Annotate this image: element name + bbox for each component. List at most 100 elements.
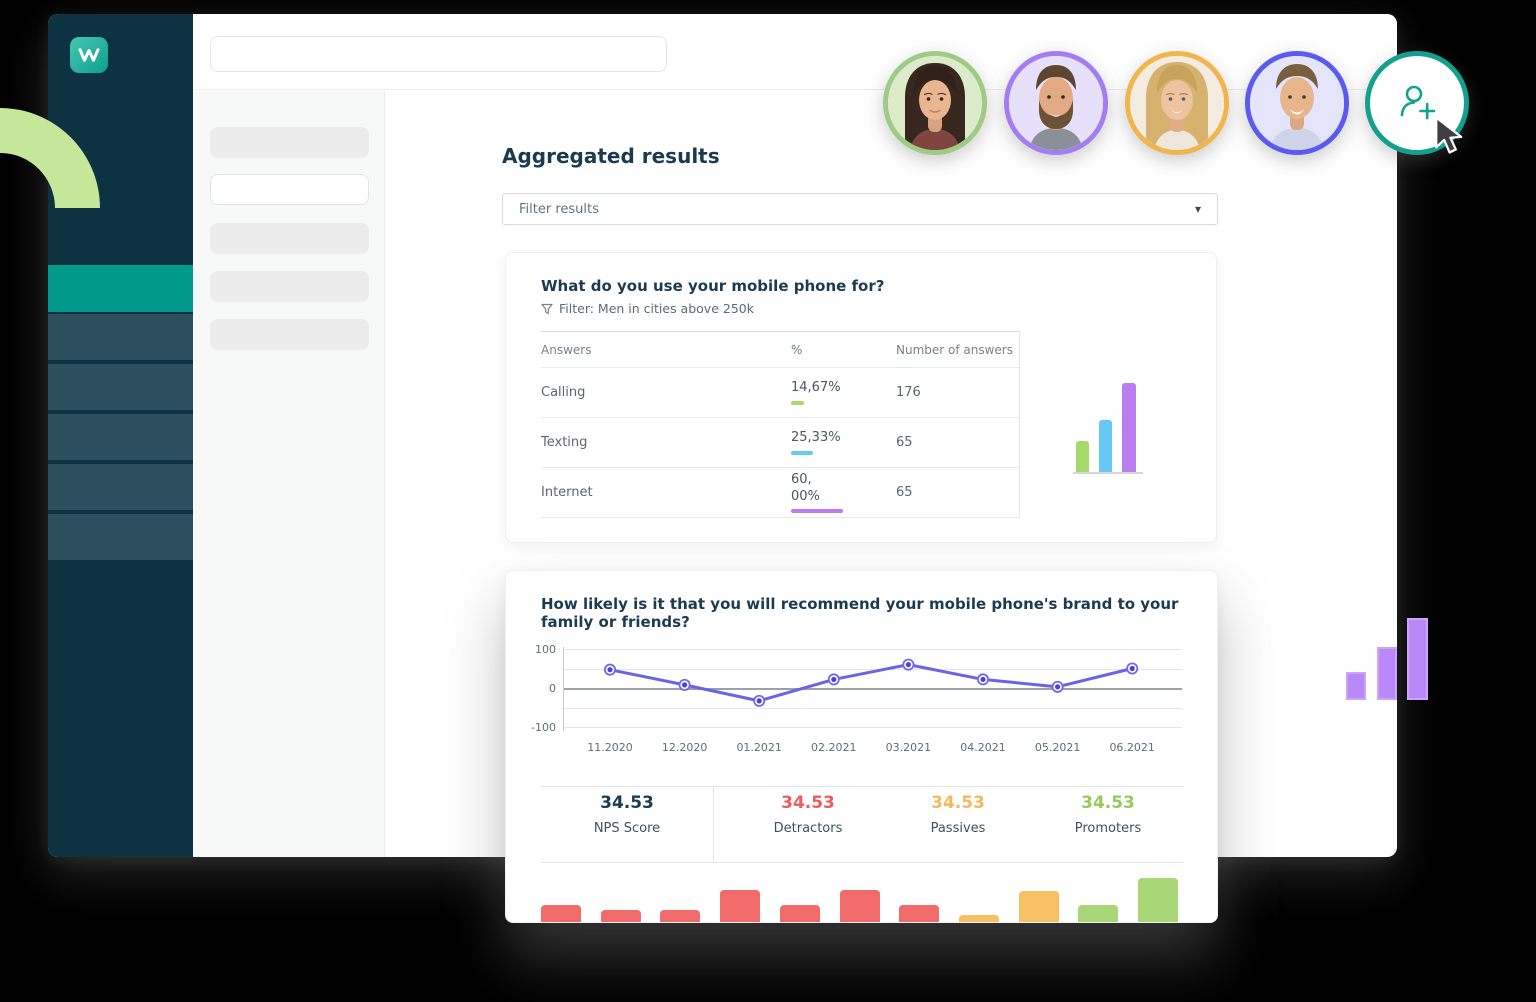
answer-percent: 14,67%	[791, 380, 841, 396]
table-row: Calling 14,67% 176	[541, 368, 1019, 418]
respondent-avatar-2[interactable]	[1004, 51, 1108, 155]
respondent-avatar-1[interactable]	[883, 51, 987, 155]
filter-dropdown-value: Filter results	[519, 201, 599, 217]
stat-label: NPS Score	[593, 821, 661, 836]
percent-indicator-bar	[791, 400, 804, 405]
table-header-row: Answers % Number of answers	[541, 331, 1019, 368]
mini-bar	[1099, 420, 1112, 472]
respondent-avatar-3[interactable]	[1125, 51, 1229, 155]
nps-trend-line-chart	[604, 658, 1139, 707]
woman-blonde-portrait	[1130, 56, 1224, 150]
sidebar-item[interactable]	[48, 412, 193, 460]
person-plus-icon	[1400, 85, 1436, 120]
distribution-bar	[1138, 878, 1178, 922]
distribution-bar	[840, 890, 880, 922]
nps-score-stat: 34.53 NPS Score	[541, 793, 713, 855]
nps-card: How likely is it that you will recommend…	[505, 570, 1218, 923]
distribution-bar	[959, 915, 999, 922]
nps-y-axis-line	[563, 647, 564, 731]
promoters-stat: 34.53 Promoters	[1033, 793, 1183, 855]
distribution-bar	[720, 890, 760, 922]
distribution-bar	[660, 910, 700, 922]
x-tick-label: 11.2020	[587, 741, 633, 754]
x-tick-label: 04.2021	[960, 741, 1006, 754]
stat-label: Detractors	[773, 821, 843, 836]
y-tick-label: -100	[531, 720, 556, 734]
table-chart-divider	[1019, 331, 1020, 518]
x-tick-label: 06.2021	[1109, 741, 1155, 754]
sidebar-item[interactable]	[48, 362, 193, 410]
man-short-hair-portrait	[1250, 56, 1344, 150]
stat-value: 34.53	[931, 793, 985, 813]
data-point	[1055, 684, 1061, 690]
nps-question-title: How likely is it that you will recommend…	[541, 595, 1179, 631]
column-count: Number of answers	[896, 342, 1013, 357]
y-tick-label: 0	[549, 681, 556, 695]
search-input[interactable]	[210, 36, 667, 72]
menu-item-placeholder-selected[interactable]	[210, 174, 369, 205]
answer-count: 65	[896, 485, 913, 500]
mouse-cursor-icon	[1435, 116, 1463, 154]
stats-top-divider	[541, 786, 1184, 787]
x-tick-label: 02.2021	[811, 741, 857, 754]
mini-chart-baseline	[1073, 472, 1143, 474]
purple-bar-decoration	[1346, 672, 1366, 700]
data-point	[607, 667, 613, 673]
answer-label: Internet	[541, 485, 593, 500]
table-row: Texting 25,33% 65	[541, 418, 1019, 468]
gridline	[563, 707, 1182, 709]
stat-value: 34.53	[1081, 793, 1135, 813]
x-tick-label: 12.2020	[661, 741, 708, 754]
app-logo	[70, 37, 108, 73]
x-tick-label: 03.2021	[885, 741, 932, 754]
mini-bar	[1076, 441, 1089, 472]
data-point	[831, 676, 837, 683]
stat-label: Passives	[930, 821, 986, 836]
nps-trend-line	[608, 663, 1134, 703]
page-title: Aggregated results	[502, 144, 720, 168]
distribution-bar	[899, 905, 939, 922]
stat-value: 34.53	[600, 793, 654, 813]
zero-gridline	[563, 688, 1182, 690]
filter-results-dropdown[interactable]: Filter results ▾	[502, 193, 1218, 225]
man-beard-portrait	[1009, 56, 1103, 150]
sidebar-item-active[interactable]	[48, 265, 193, 312]
chevron-down-icon: ▾	[1194, 202, 1201, 216]
menu-item-placeholder[interactable]	[210, 319, 369, 350]
answer-label: Calling	[541, 385, 586, 400]
data-point	[682, 682, 688, 688]
percent-indicator-bar	[791, 450, 813, 455]
data-point	[1129, 665, 1135, 672]
data-point	[905, 662, 911, 668]
answer-count: 176	[896, 385, 921, 400]
sidebar-item[interactable]	[48, 462, 193, 510]
distribution-bar	[1019, 891, 1059, 922]
woman-dark-hair-portrait	[888, 56, 982, 150]
green-quarter-ring-decoration	[0, 108, 100, 208]
respondent-avatar-4[interactable]	[1245, 51, 1349, 155]
menu-item-placeholder[interactable]	[210, 127, 369, 158]
y-tick-label: 100	[535, 642, 556, 656]
percent-indicator-bar	[791, 508, 843, 513]
mini-bar	[1122, 383, 1136, 472]
table-row: Internet 60, 00% 65	[541, 468, 1019, 518]
data-point	[756, 698, 762, 704]
applied-filter-label: Filter: Men in cities above 250k	[559, 301, 754, 316]
answer-count: 65	[896, 435, 913, 450]
sidebar-item[interactable]	[48, 312, 193, 360]
column-answers: Answers	[541, 342, 592, 357]
menu-item-placeholder[interactable]	[210, 223, 369, 254]
distribution-bar	[780, 905, 820, 922]
gridline	[563, 668, 1182, 670]
sidebar-item[interactable]	[48, 512, 193, 560]
distribution-bar	[1078, 905, 1118, 922]
menu-item-placeholder[interactable]	[210, 271, 369, 302]
x-tick-label: 01.2021	[736, 741, 782, 754]
purple-bar-decoration	[1377, 647, 1397, 700]
gridline	[563, 649, 1182, 650]
column-percent: %	[791, 342, 803, 357]
data-point	[980, 676, 986, 683]
secondary-panel	[193, 91, 385, 857]
detractors-stat: 34.53 Detractors	[733, 793, 883, 855]
